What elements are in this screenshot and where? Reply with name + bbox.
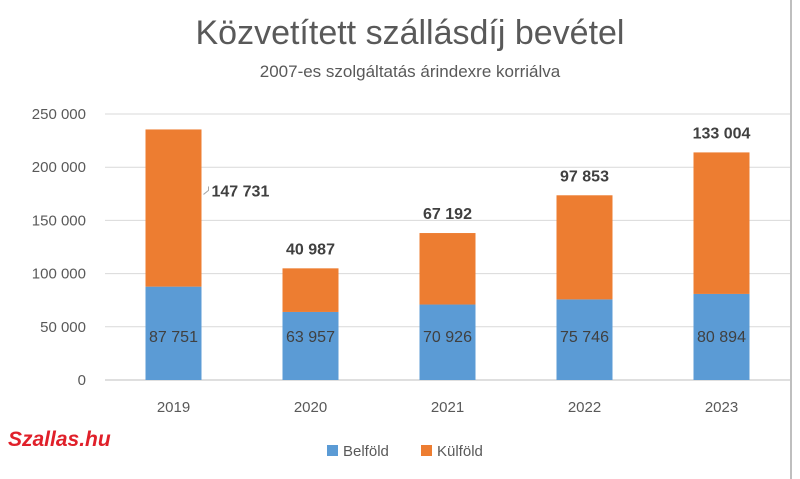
data-label-belfold: 87 751 (149, 329, 198, 346)
data-label-belfold: 70 926 (423, 329, 472, 346)
x-category-label: 2022 (568, 399, 601, 416)
legend-swatch-belfold (327, 445, 338, 456)
x-category-label: 2020 (294, 399, 327, 416)
gridlines: 0 50 000 100 000 150 000 200 000 250 000 (32, 106, 790, 389)
legend-label-kulfold: Külföld (437, 443, 483, 460)
bars (145, 129, 750, 380)
data-label-belfold: 63 957 (286, 329, 335, 346)
szallas-hu-logo: Szallas.hu (8, 428, 111, 451)
bar-kulfold-2020 (282, 268, 339, 312)
x-category-label: 2021 (431, 399, 464, 416)
bar-kulfold-2019 (145, 129, 202, 287)
legend: Belföld Külföld (327, 443, 483, 460)
x-category-label: 2019 (157, 399, 190, 416)
bar-belföld-2022 (556, 299, 613, 380)
bar-kulfold-2023 (693, 152, 750, 294)
y-tick-label: 250 000 (32, 106, 86, 123)
bar-belföld-2021 (419, 304, 476, 380)
chart-title: Közvetített szállásdíj bevétel (195, 14, 624, 52)
data-labels: 2019 87 751 147 731 2020 63 957 40 987 2021 70 … (149, 125, 750, 416)
data-label-kulfold: 97 853 (560, 168, 609, 185)
data-label-kulfold: 147 731 (212, 183, 270, 200)
bar-kulfold-2021 (419, 233, 476, 305)
y-tick-label: 0 (78, 372, 86, 389)
bar-belföld-2023 (693, 293, 750, 380)
y-tick-label: 200 000 (32, 159, 86, 176)
bar-kulfold-2022 (556, 195, 613, 300)
legend-swatch-kulfold (421, 445, 432, 456)
data-label-kulfold: 133 004 (693, 125, 751, 142)
data-label-belfold: 80 894 (697, 329, 746, 346)
x-category-label: 2023 (705, 399, 738, 416)
y-tick-label: 50 000 (40, 319, 86, 336)
data-label-leader-line (203, 186, 209, 195)
data-label-kulfold: 67 192 (423, 206, 472, 223)
legend-label-belfold: Belföld (343, 443, 389, 460)
bar-belföld-2020 (282, 311, 339, 380)
data-label-belfold: 75 746 (560, 329, 609, 346)
y-tick-label: 150 000 (32, 212, 86, 229)
bar-belföld-2019 (145, 286, 202, 380)
chart-subtitle: 2007-es szolgáltatás árindexre korriálva (260, 62, 561, 81)
data-label-kulfold: 40 987 (286, 241, 335, 258)
y-tick-label: 100 000 (32, 266, 86, 283)
